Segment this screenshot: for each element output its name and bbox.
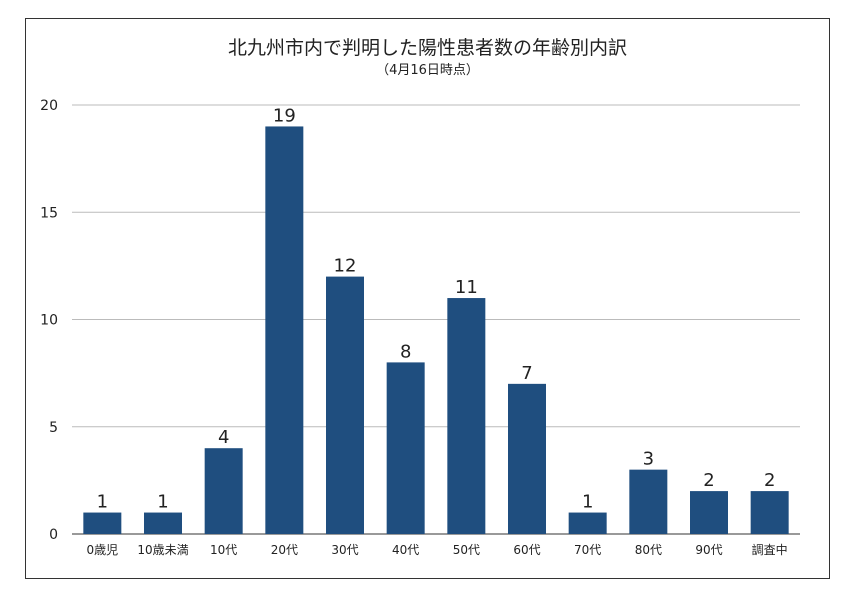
data-label: 11 (455, 277, 478, 298)
data-label: 12 (334, 256, 357, 277)
bar (265, 126, 304, 534)
chart-frame: 北九州市内で判明した陽性患者数の年齢別内訳 （4月16日時点） (25, 18, 830, 579)
chart-title: 北九州市内で判明した陽性患者数の年齢別内訳 (227, 37, 627, 59)
data-label: 2 (764, 470, 775, 491)
bar (629, 469, 668, 534)
x-tick-label: 90代 (695, 543, 722, 557)
bar (386, 362, 425, 534)
x-tick-label: 10歳未満 (137, 543, 188, 557)
y-tick-label: 0 (49, 527, 58, 543)
bar (204, 448, 243, 534)
data-label: 19 (273, 105, 296, 126)
data-label: 8 (400, 341, 411, 362)
x-tick-label: 60代 (513, 543, 540, 557)
x-tick-label: 10代 (210, 543, 237, 557)
data-label: 1 (582, 492, 593, 513)
x-tick-label: 40代 (392, 543, 419, 557)
chart-subtitle: （4月16日時点） (376, 63, 479, 78)
data-label: 3 (643, 449, 654, 470)
bar (568, 512, 607, 534)
y-tick-label: 10 (40, 313, 58, 329)
data-label: 7 (521, 363, 532, 384)
x-tick-label: 調査中 (752, 542, 788, 557)
x-tick-label: 20代 (271, 543, 298, 557)
bar (144, 512, 182, 534)
y-tick-label: 20 (40, 98, 58, 114)
y-tick-label: 15 (40, 205, 58, 221)
x-tick-label: 80代 (635, 543, 662, 557)
x-tick-label: 0歳児 (87, 543, 119, 557)
data-label: 4 (218, 427, 229, 448)
x-tick-label: 50代 (453, 543, 480, 557)
x-tick-label: 30代 (331, 543, 358, 557)
bar (508, 383, 546, 534)
data-label: 1 (157, 492, 168, 513)
y-tick-label: 5 (49, 420, 58, 436)
bar (83, 512, 122, 534)
bar (326, 276, 364, 534)
x-tick-label: 70代 (574, 543, 601, 557)
bar (750, 491, 789, 534)
bar (447, 298, 486, 534)
data-label: 1 (97, 492, 108, 513)
bar (690, 491, 728, 534)
data-label: 2 (703, 470, 714, 491)
